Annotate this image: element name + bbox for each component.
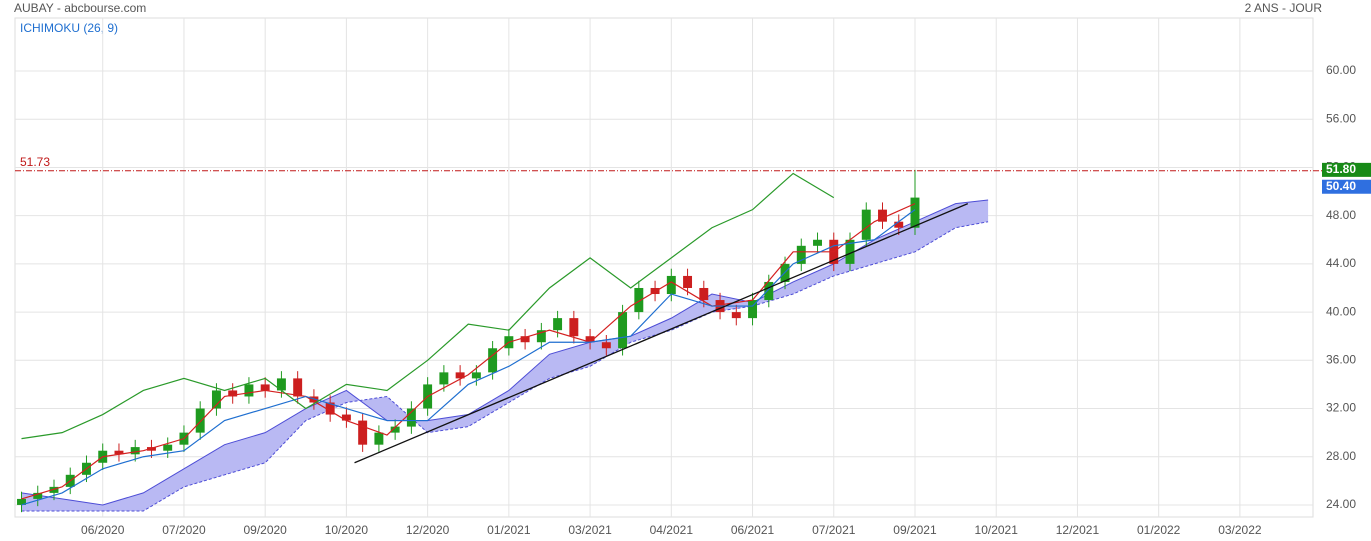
y-tick-label: 60.00 <box>1326 63 1356 77</box>
candle-body <box>17 498 26 505</box>
candle-body <box>488 348 498 373</box>
candle-body <box>553 318 563 331</box>
cloud <box>21 200 989 511</box>
candle-body <box>33 492 43 499</box>
indicator-line <box>21 203 916 500</box>
candle-body <box>585 336 595 343</box>
candle-body <box>748 300 758 319</box>
candle-body <box>618 312 628 349</box>
candle-body <box>163 444 173 451</box>
price-marker-label: 50.40 <box>1326 179 1356 193</box>
y-tick-label: 40.00 <box>1326 304 1356 318</box>
candle-body <box>764 281 774 301</box>
level-label: 51.73 <box>20 155 50 169</box>
indicator-line <box>21 209 916 506</box>
candle-body <box>374 432 384 445</box>
candle-body <box>520 336 530 343</box>
plot-frame <box>14 17 1314 518</box>
candle-body <box>130 447 140 455</box>
candle-body <box>211 390 221 409</box>
x-tick-label: 04/2021 <box>650 523 694 537</box>
cloud-edge <box>21 221 989 512</box>
price-marker-label: 51.80 <box>1326 162 1356 176</box>
x-tick-label: 07/2021 <box>812 523 856 537</box>
y-tick-label: 36.00 <box>1326 352 1356 366</box>
x-tick-label: 10/2021 <box>975 523 1019 537</box>
candle-body <box>861 209 871 240</box>
y-tick-label: 24.00 <box>1326 497 1356 511</box>
y-tick-label: 48.00 <box>1326 208 1356 222</box>
candle-body <box>683 275 693 288</box>
candle-body <box>601 342 611 349</box>
candle-body <box>114 450 124 455</box>
y-tick-label: 28.00 <box>1326 449 1356 463</box>
y-tick-label: 44.00 <box>1326 256 1356 270</box>
candle-body <box>406 408 416 427</box>
y-tick-label: 32.00 <box>1326 401 1356 415</box>
candle-body <box>666 275 676 295</box>
x-tick-label: 09/2020 <box>243 523 287 537</box>
candle-body <box>731 312 741 319</box>
x-tick-label: 10/2020 <box>325 523 369 537</box>
plot <box>17 169 989 513</box>
candle-body <box>813 239 822 246</box>
candle-body <box>244 384 254 397</box>
candle-body <box>276 378 286 391</box>
indicator-line <box>21 172 835 440</box>
x-tick-label: 03/2021 <box>568 523 612 537</box>
candle-body <box>439 372 449 385</box>
candle-body <box>455 372 465 379</box>
candle-body <box>894 221 904 228</box>
x-tick-label: 01/2022 <box>1137 523 1181 537</box>
candle-body <box>536 330 546 343</box>
trend-line <box>354 203 969 464</box>
candle-body <box>293 378 303 397</box>
price-marker <box>1322 162 1371 177</box>
candle-body <box>195 408 205 433</box>
x-tick-label: 06/2020 <box>81 523 125 537</box>
candle-body <box>471 372 481 379</box>
x-tick-label: 09/2021 <box>893 523 937 537</box>
y-tick-label: 56.00 <box>1326 111 1356 125</box>
candle-body <box>325 402 335 415</box>
candle-body <box>634 287 644 313</box>
chart-title: AUBAY - abcbourse.com <box>14 1 146 15</box>
candle-body <box>796 245 806 264</box>
candle-body <box>845 239 855 264</box>
price-marker <box>1322 179 1371 194</box>
x-tick-label: 03/2022 <box>1218 523 1262 537</box>
candle-body <box>878 209 887 222</box>
candle-body <box>260 384 270 391</box>
x-tick-label: 06/2021 <box>731 523 775 537</box>
period-label: 2 ANS - JOUR <box>1245 1 1323 15</box>
x-tick-label: 01/2021 <box>487 523 531 537</box>
cloud-edge <box>21 199 989 506</box>
x-tick-label: 12/2021 <box>1056 523 1100 537</box>
candle-body <box>390 426 400 433</box>
indicator-label: ICHIMOKU (26, 9) <box>20 21 118 35</box>
candle-body <box>341 414 351 421</box>
candle-body <box>228 390 238 397</box>
x-tick-label: 12/2020 <box>406 523 450 537</box>
x-tick-label: 07/2020 <box>162 523 206 537</box>
candle-body <box>910 197 920 228</box>
candle-body <box>699 287 709 301</box>
candle-body <box>569 318 579 337</box>
candle-body <box>358 420 368 445</box>
